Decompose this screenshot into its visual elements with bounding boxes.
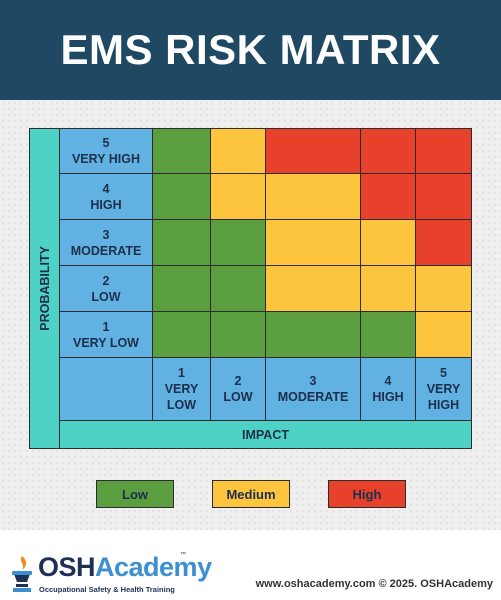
- risk-cell: [360, 265, 416, 312]
- risk-cell: [265, 219, 361, 266]
- risk-cell: [265, 173, 361, 220]
- risk-cell: [152, 311, 211, 358]
- legend-item: Medium: [212, 480, 290, 508]
- row-text: VERY HIGH: [71, 152, 141, 166]
- row-text: MODERATE: [70, 243, 142, 258]
- risk-cell: [415, 265, 472, 312]
- risk-cell: [415, 219, 472, 266]
- logo-academy: Academy: [95, 552, 212, 582]
- probability-label: PROBABILITY: [37, 246, 52, 331]
- column-label: 1 VERY LOW: [152, 357, 211, 421]
- risk-cell: [265, 128, 361, 174]
- impact-axis: IMPACT: [59, 420, 472, 449]
- logo: OSHAcademy ™ Occupational Safety & Healt…: [8, 552, 212, 596]
- risk-cell: [210, 265, 266, 312]
- impact-label: IMPACT: [242, 427, 289, 442]
- risk-cell: [360, 128, 416, 174]
- logo-icon: [12, 556, 32, 592]
- logo-tm: ™: [180, 552, 186, 558]
- risk-cell: [152, 265, 211, 312]
- row-label: 1 VERY LOW: [59, 311, 153, 358]
- risk-cell: [415, 128, 472, 174]
- column-text: HIGH: [372, 390, 404, 404]
- title: EMS RISK MATRIX: [60, 26, 441, 73]
- column-label: 3 MODERATE: [265, 357, 361, 421]
- logo-text: OSHAcademy: [38, 552, 212, 583]
- column-text: MODERATE: [277, 390, 349, 404]
- row-number: 5: [102, 136, 110, 150]
- row-text: HIGH: [90, 197, 122, 212]
- row-number: 4: [102, 181, 110, 196]
- risk-cell: [152, 173, 211, 220]
- risk-cell: [152, 128, 211, 174]
- column-number: 2: [234, 374, 242, 388]
- risk-cell: [360, 173, 416, 220]
- risk-cell: [152, 219, 211, 266]
- column-text: VERY LOW: [164, 382, 199, 412]
- column-number: 5: [440, 366, 447, 380]
- risk-cell: [360, 311, 416, 358]
- column-number: 1: [178, 366, 185, 380]
- column-label: 2 LOW: [210, 357, 266, 421]
- risk-cell: [360, 219, 416, 266]
- risk-cell: [415, 311, 472, 358]
- risk-cell: [265, 265, 361, 312]
- risk-cell: [265, 311, 361, 358]
- row-number: 3: [102, 227, 110, 242]
- logo-osh: OSH: [38, 552, 96, 582]
- risk-cell: [210, 311, 266, 358]
- row-label: 4 HIGH: [59, 173, 153, 220]
- legend-item: Low: [96, 480, 174, 508]
- header: EMS RISK MATRIX: [0, 0, 501, 100]
- column-label: 5 VERY HIGH: [415, 357, 472, 421]
- probability-axis: PROBABILITY: [29, 128, 60, 449]
- corner-cell: [59, 357, 153, 421]
- row-number: 1: [102, 319, 110, 334]
- credit: www.oshacademy.com © 2025. OSHAcademy: [255, 578, 493, 590]
- column-text: LOW: [223, 390, 253, 404]
- legend-item: High: [328, 480, 406, 508]
- column-label: 4 HIGH: [360, 357, 416, 421]
- logo-tagline: Occupational Safety & Health Training: [39, 585, 175, 594]
- risk-cell: [210, 219, 266, 266]
- row-label: 2 LOW: [59, 265, 153, 312]
- row-text: LOW: [91, 289, 121, 304]
- risk-cell: [210, 173, 266, 220]
- row-label: 5 VERY HIGH: [59, 128, 153, 174]
- column-text: VERY HIGH: [426, 382, 461, 412]
- column-number: 3: [309, 374, 317, 388]
- row-number: 2: [102, 273, 110, 288]
- row-text: VERY LOW: [73, 335, 139, 350]
- row-label: 3 MODERATE: [59, 219, 153, 266]
- column-number: 4: [384, 374, 392, 388]
- risk-cell: [415, 173, 472, 220]
- risk-cell: [210, 128, 266, 174]
